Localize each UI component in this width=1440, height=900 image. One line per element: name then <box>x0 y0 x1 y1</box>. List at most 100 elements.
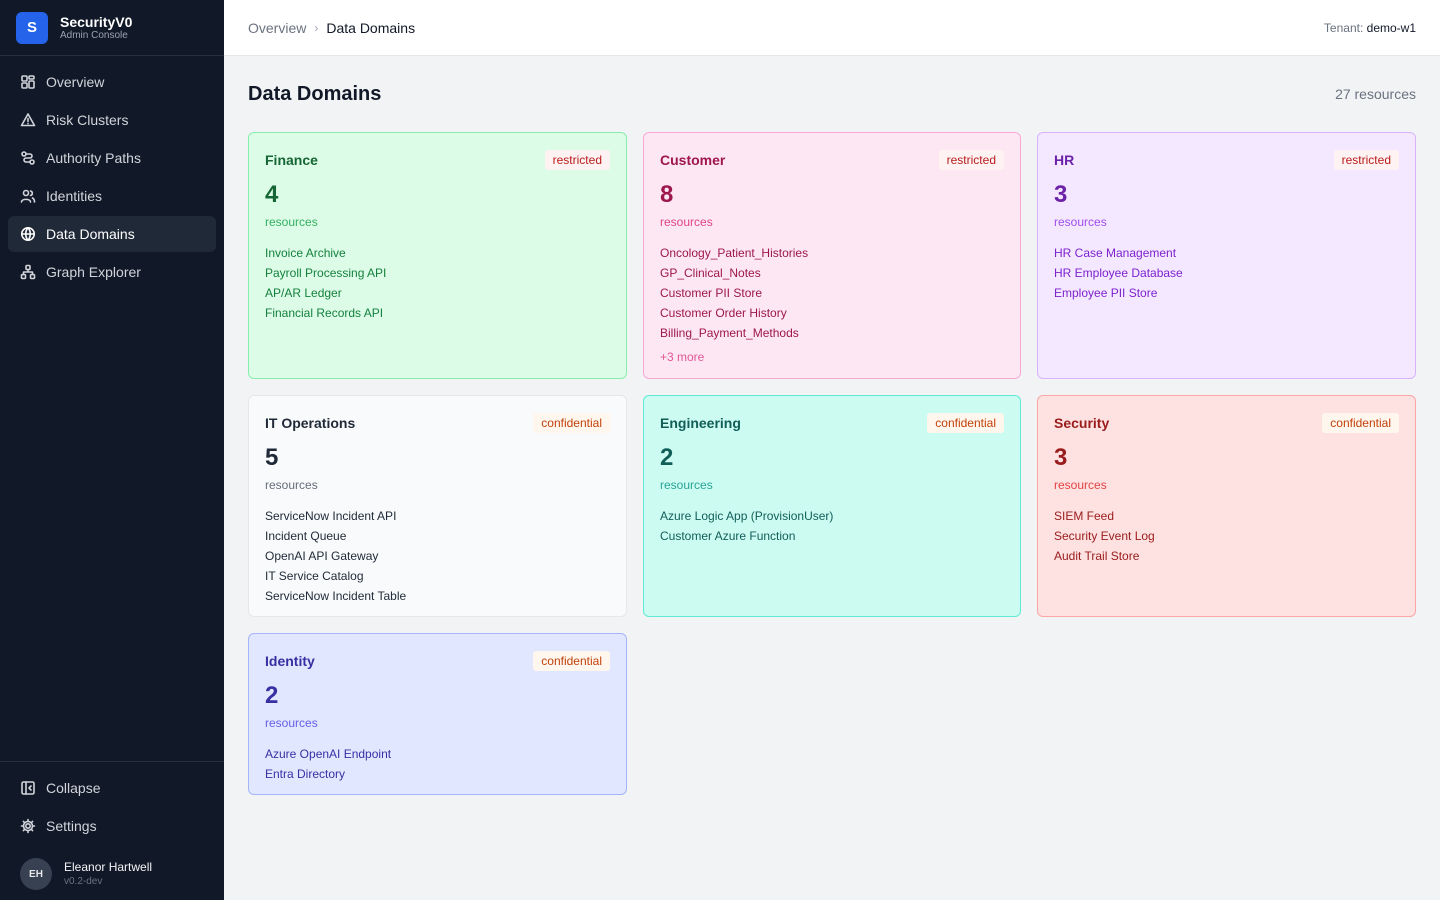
avatar: EH <box>20 858 52 890</box>
domain-card-security[interactable]: Security confidential 3 resources SIEM Feed S… <box>1037 395 1416 617</box>
app-subtitle: Admin Console <box>60 29 128 41</box>
sidebar-item-risk-clusters[interactable]: Risk Clusters <box>8 102 216 138</box>
classification-badge: confidential <box>1322 413 1399 433</box>
more-resources-link[interactable]: +3 more <box>660 350 705 364</box>
page-title: Data Domains <box>248 82 382 105</box>
domain-name: Identity <box>265 653 315 669</box>
resource-count-label: resources <box>265 716 318 730</box>
warning-triangle-icon <box>20 112 36 128</box>
users-icon <box>20 188 36 204</box>
resource-item[interactable]: ServiceNow Incident Table <box>265 589 407 603</box>
tenant-value: demo-w1 <box>1366 20 1416 35</box>
sidebar-item-overview[interactable]: Overview <box>8 64 216 100</box>
resource-item[interactable]: Oncology_Patient_Histories <box>660 246 809 260</box>
resource-item[interactable]: Azure OpenAI Endpoint <box>265 747 392 761</box>
resource-item[interactable]: Entra Directory <box>265 767 346 781</box>
domain-name: Engineering <box>660 415 741 431</box>
domain-card-it-operations[interactable]: IT Operations confidential 5 resources Servi… <box>248 395 627 617</box>
domain-card-identity[interactable]: Identity confidential 2 resources Azure Open… <box>248 633 627 795</box>
breadcrumb-overview[interactable]: Overview <box>248 19 307 36</box>
resource-list: Azure Logic App (ProvisionUser) Customer … <box>660 506 1004 546</box>
sidebar-item-authority-paths[interactable]: Authority Paths <box>8 140 216 176</box>
resource-item[interactable]: Customer Azure Function <box>660 529 796 543</box>
app-version: v0.2-dev <box>64 875 103 887</box>
resource-count-label: resources <box>265 215 318 229</box>
domain-card-finance[interactable]: Finance restricted 4 resources Invoice Archi… <box>248 132 627 379</box>
grid-icon <box>20 74 36 90</box>
resource-item[interactable]: Incident Queue <box>265 529 347 543</box>
resource-item[interactable]: HR Case Management <box>1054 246 1177 260</box>
resource-count: 2 <box>660 444 674 471</box>
tenant-label: Tenant: <box>1323 20 1364 35</box>
domain-name: Security <box>1054 415 1110 431</box>
resource-item[interactable]: Customer PII Store <box>660 286 763 300</box>
main-content: Data Domains 27 resources Finance restric… <box>248 80 1416 795</box>
resource-item[interactable]: Invoice Archive <box>265 246 346 260</box>
classification-badge: confidential <box>533 413 610 433</box>
brand[interactable]: S SecurityV0 Admin Console <box>0 0 224 56</box>
domain-card-engineering[interactable]: Engineering confidential 2 resources Azure L… <box>643 395 1021 617</box>
sidebar-item-data-domains[interactable]: Data Domains <box>8 216 216 252</box>
resource-item[interactable]: Security Event Log <box>1054 529 1155 543</box>
classification-badge: confidential <box>927 413 1004 433</box>
domain-name: Finance <box>265 152 318 168</box>
tenant-indicator: Tenant: demo-w1 <box>1324 21 1416 35</box>
resource-item[interactable]: IT Service Catalog <box>265 569 364 583</box>
classification-badge: restricted <box>1333 150 1399 170</box>
breadcrumb-current: Data Domains <box>326 19 416 36</box>
resource-count-label: resources <box>660 215 713 229</box>
sidebar-item-label: Data Domains <box>46 226 135 242</box>
user-name: Eleanor Hartwell <box>64 859 153 874</box>
resource-count: 3 <box>1054 444 1068 471</box>
sidebar-item-label: Identities <box>46 188 103 204</box>
breadcrumb: Overview › Data Domains <box>248 20 415 36</box>
sidebar-item-label: Graph Explorer <box>46 264 141 280</box>
collapse-label: Collapse <box>46 780 101 796</box>
sidebar-item-label: Overview <box>46 74 105 90</box>
resource-item[interactable]: GP_Clinical_Notes <box>660 266 761 280</box>
gear-icon <box>20 818 36 834</box>
domain-name: IT Operations <box>265 415 356 431</box>
resource-item[interactable]: Azure Logic App (ProvisionUser) <box>660 509 834 523</box>
resource-item[interactable]: Billing_Payment_Methods <box>660 326 799 340</box>
sidebar-item-graph-explorer[interactable]: Graph Explorer <box>8 254 216 290</box>
resource-count-label: resources <box>660 478 713 492</box>
settings-button[interactable]: Settings <box>8 808 216 844</box>
app-logo: S <box>16 11 48 44</box>
route-icon <box>20 150 36 166</box>
resource-item[interactable]: ServiceNow Incident API <box>265 509 397 523</box>
domain-card-hr[interactable]: HR restricted 3 resources HR Case Management… <box>1037 132 1416 379</box>
sidebar-nav: Overview Risk Clusters Authority Paths I… <box>0 56 224 290</box>
resource-count-label: resources <box>1054 478 1107 492</box>
top-bar: Overview › Data Domains Tenant: demo-w1 <box>224 0 1440 56</box>
domain-grid: Finance restricted 4 resources Invoice Archi… <box>248 132 1416 795</box>
resource-count-label: resources <box>1054 215 1107 229</box>
resource-item[interactable]: SIEM Feed <box>1054 509 1115 523</box>
resource-list: Azure OpenAI Endpoint Entra Directory <box>265 744 610 784</box>
resource-item[interactable]: AP/AR Ledger <box>265 286 342 300</box>
resource-item[interactable]: Audit Trail Store <box>1054 549 1140 563</box>
resource-list: Oncology_Patient_Histories GP_Clinical_No… <box>660 243 1004 343</box>
classification-badge: restricted <box>544 150 610 170</box>
collapse-button[interactable]: Collapse <box>8 770 216 806</box>
user-profile[interactable]: EH Eleanor Hartwell v0.2-dev <box>8 848 216 900</box>
resource-list: Invoice Archive Payroll Processing API AP/… <box>265 243 610 323</box>
resource-count-label: resources <box>265 478 318 492</box>
resource-total: 27 resources <box>1335 86 1416 102</box>
resource-item[interactable]: Financial Records API <box>265 306 384 320</box>
graph-icon <box>20 264 36 280</box>
resource-item[interactable]: Customer Order History <box>660 306 787 320</box>
classification-badge: restricted <box>938 150 1004 170</box>
resource-count: 2 <box>265 682 279 709</box>
resource-item[interactable]: Payroll Processing API <box>265 266 387 280</box>
sidebar-item-identities[interactable]: Identities <box>8 178 216 214</box>
settings-label: Settings <box>46 818 97 834</box>
sidebar: S SecurityV0 Admin Console Overview Risk… <box>0 0 224 900</box>
resource-item[interactable]: OpenAI API Gateway <box>265 549 379 563</box>
domain-name: Customer <box>660 152 726 168</box>
sidebar-item-label: Authority Paths <box>46 150 141 166</box>
domain-card-customer[interactable]: Customer restricted 8 resources Oncology_Pat… <box>643 132 1021 379</box>
resource-item[interactable]: Employee PII Store <box>1054 286 1158 300</box>
resource-item[interactable]: HR Employee Database <box>1054 266 1183 280</box>
sidebar-item-label: Risk Clusters <box>46 112 129 128</box>
